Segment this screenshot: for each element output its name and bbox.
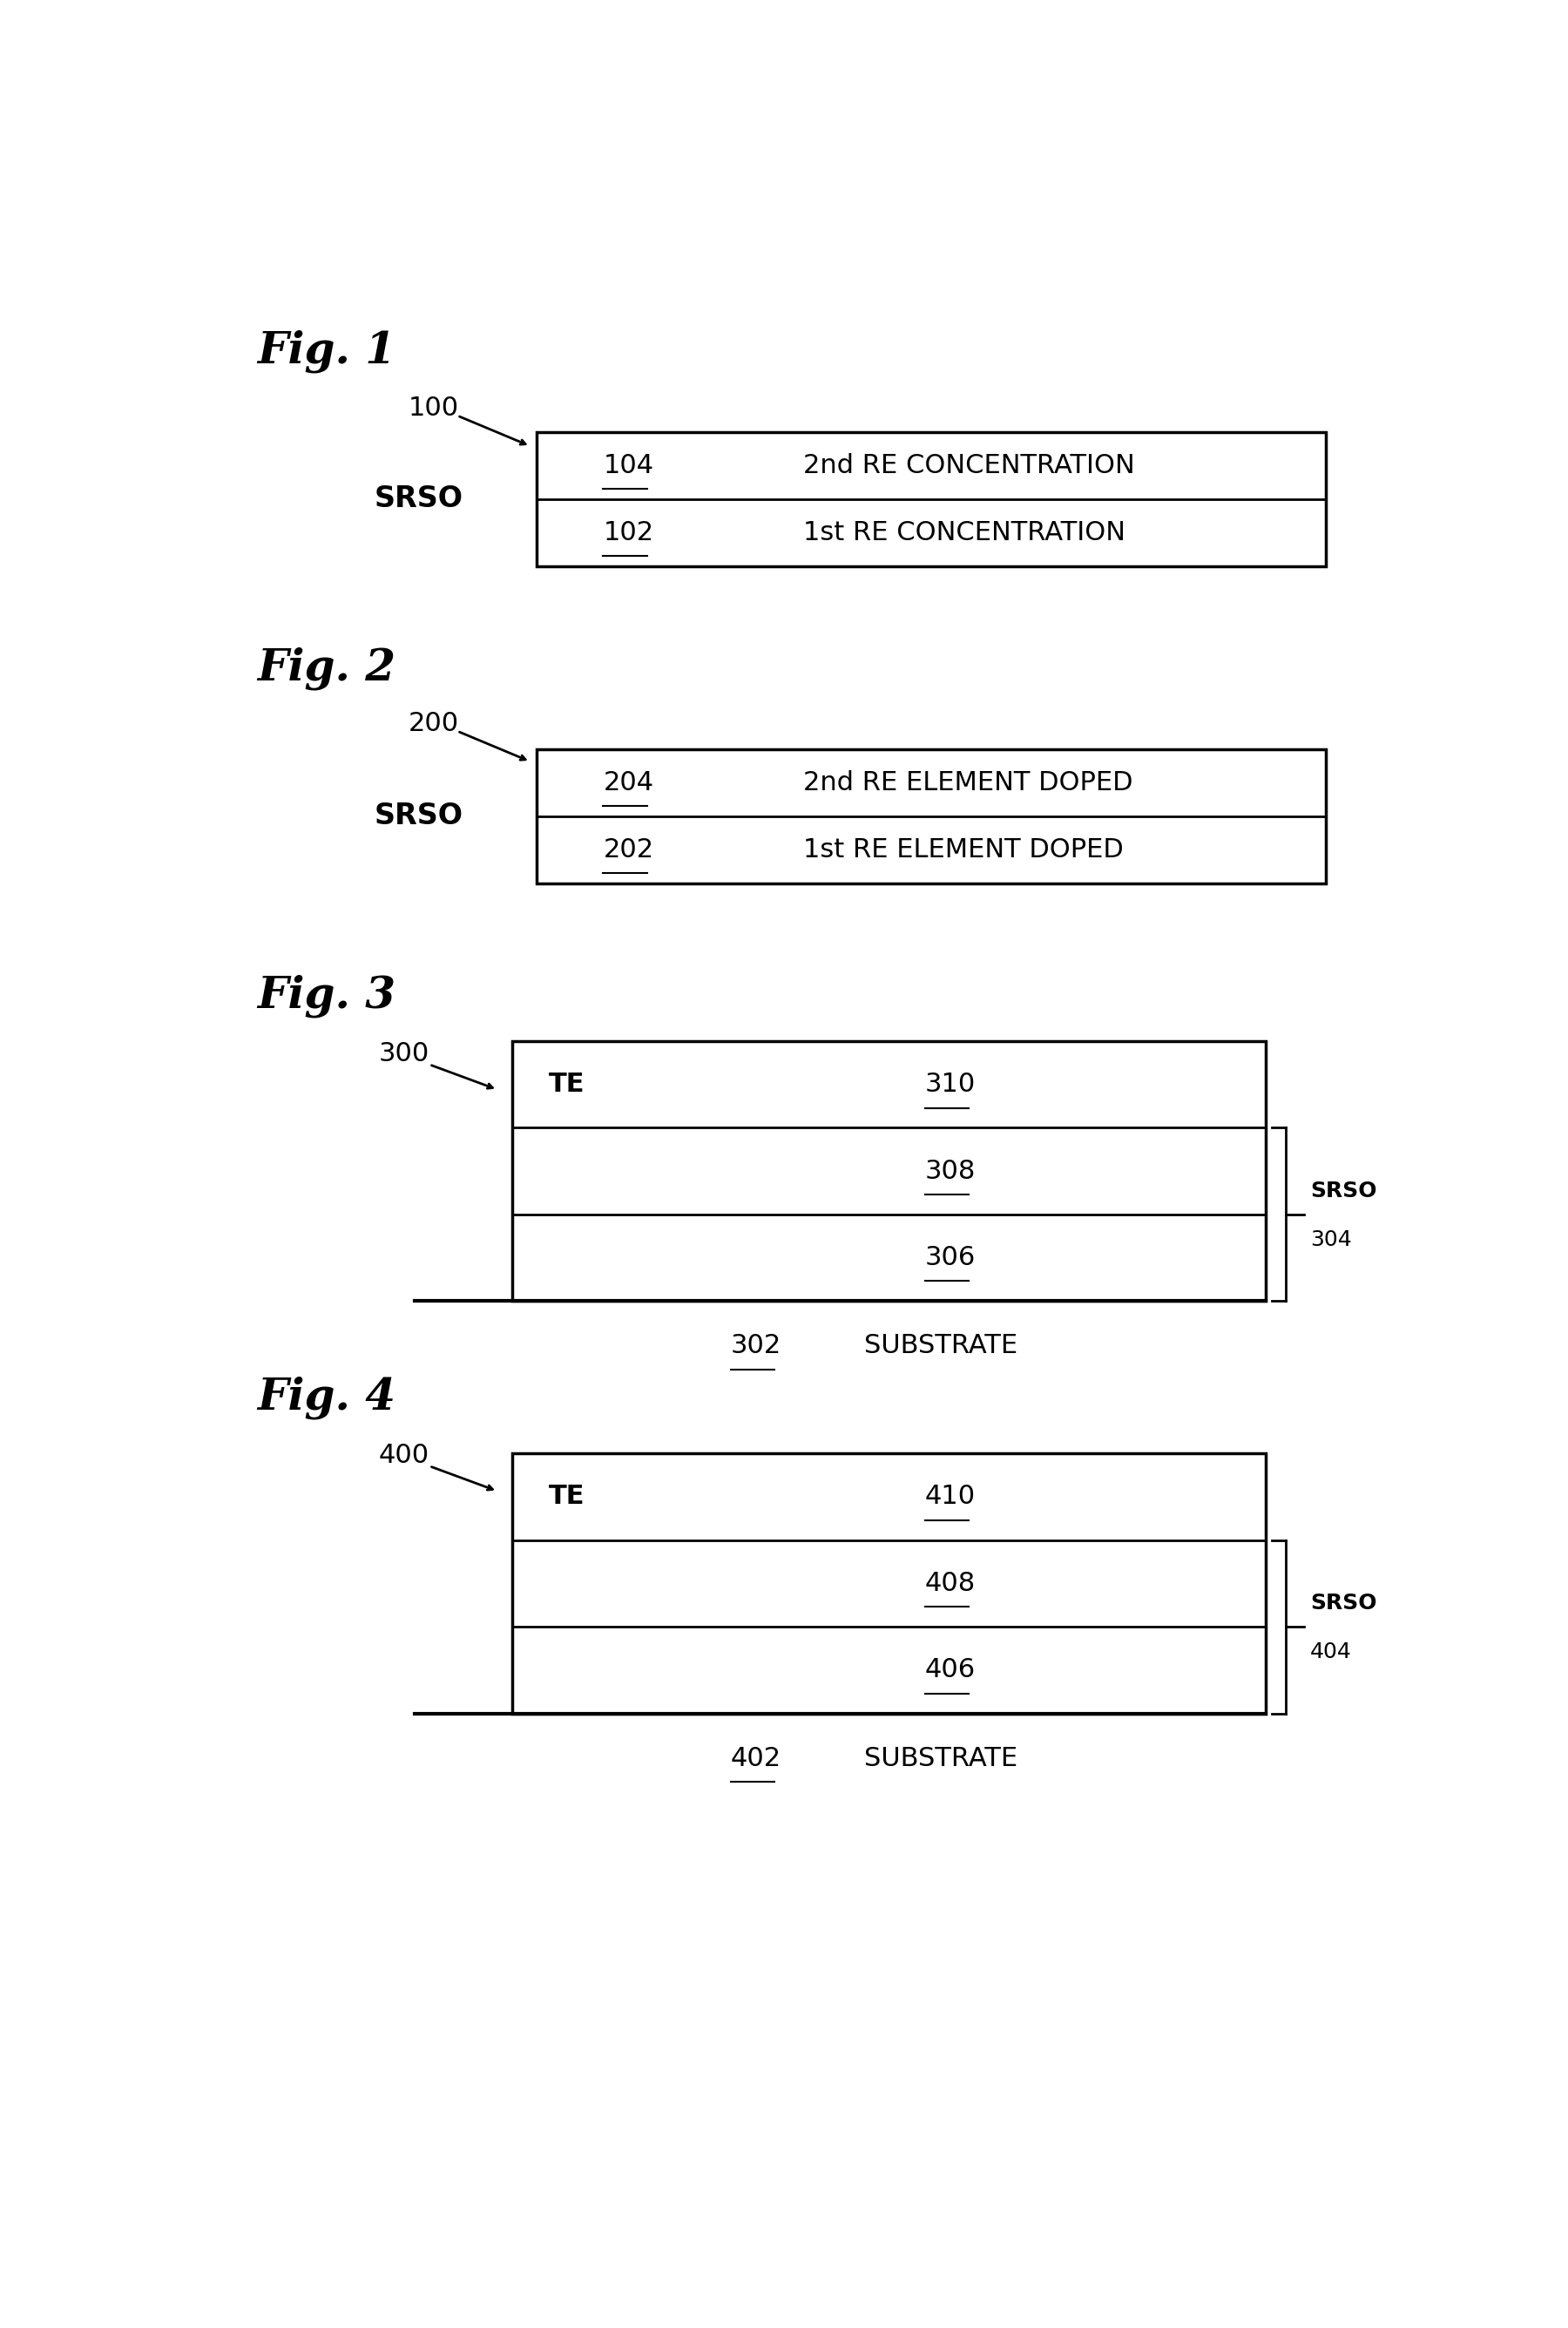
Text: 204: 204 <box>604 771 654 796</box>
Text: 408: 408 <box>925 1571 975 1597</box>
Text: SRSO: SRSO <box>1311 1592 1377 1613</box>
Bar <box>536 750 1327 882</box>
Text: Fig. 4: Fig. 4 <box>257 1376 395 1420</box>
Text: SUBSTRATE: SUBSTRATE <box>864 1746 1018 1772</box>
Text: 308: 308 <box>925 1159 975 1185</box>
Text: 310: 310 <box>925 1071 975 1096</box>
Text: SRSO: SRSO <box>375 484 464 514</box>
Text: 100: 100 <box>409 396 459 421</box>
Text: 402: 402 <box>731 1746 781 1772</box>
Text: TE: TE <box>549 1071 585 1096</box>
Text: 404: 404 <box>1311 1641 1352 1662</box>
Text: TE: TE <box>549 1485 585 1509</box>
Text: Fig. 3: Fig. 3 <box>257 975 395 1017</box>
Text: 400: 400 <box>378 1443 430 1469</box>
Text: 302: 302 <box>731 1334 781 1360</box>
Text: 300: 300 <box>378 1041 430 1066</box>
Text: SUBSTRATE: SUBSTRATE <box>864 1334 1018 1360</box>
Text: SRSO: SRSO <box>375 801 464 831</box>
Text: 104: 104 <box>604 452 654 477</box>
Text: 1st RE ELEMENT DOPED: 1st RE ELEMENT DOPED <box>803 838 1124 861</box>
Bar <box>511 1453 1265 1713</box>
Text: 1st RE CONCENTRATION: 1st RE CONCENTRATION <box>803 519 1126 545</box>
Text: 200: 200 <box>409 712 459 736</box>
Bar <box>511 1041 1265 1301</box>
Text: 406: 406 <box>925 1658 975 1683</box>
Text: 2nd RE CONCENTRATION: 2nd RE CONCENTRATION <box>803 452 1135 477</box>
Bar <box>536 431 1327 566</box>
Text: 2nd RE ELEMENT DOPED: 2nd RE ELEMENT DOPED <box>803 771 1134 796</box>
Text: Fig. 1: Fig. 1 <box>257 331 395 372</box>
Text: 306: 306 <box>925 1245 975 1271</box>
Text: SRSO: SRSO <box>1311 1180 1377 1201</box>
Text: 202: 202 <box>604 838 654 861</box>
Text: 410: 410 <box>925 1485 975 1509</box>
Text: 102: 102 <box>604 519 654 545</box>
Text: Fig. 2: Fig. 2 <box>257 647 395 689</box>
Text: 304: 304 <box>1311 1229 1352 1250</box>
